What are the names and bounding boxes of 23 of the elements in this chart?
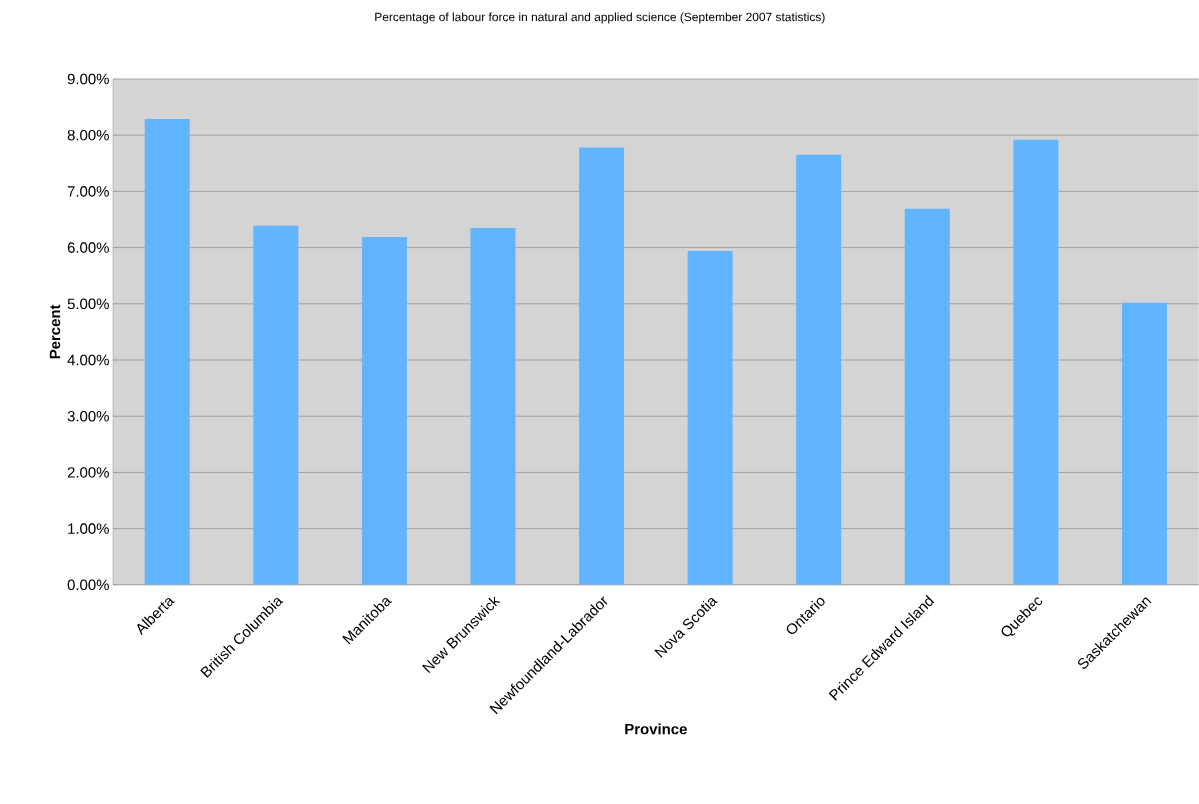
- bar: [253, 225, 299, 585]
- y-tick-label: 5.00%: [67, 298, 109, 310]
- bar: [361, 237, 407, 585]
- bar: [144, 118, 190, 585]
- bar: [796, 154, 842, 585]
- y-tick-label: 7.00%: [67, 186, 109, 197]
- x-axis-title: Province: [625, 723, 687, 735]
- bar: [1013, 139, 1059, 585]
- y-tick-label: 6.00%: [67, 242, 109, 253]
- chart-title: Percentage of labour force in natural and applied science (September 2007 statistics): [375, 12, 825, 24]
- y-tick-label: 3.00%: [67, 411, 109, 422]
- y-tick-label: 1.00%: [68, 523, 109, 535]
- bar: [687, 251, 733, 585]
- bar: [470, 228, 516, 585]
- y-tick-label: 9.00%: [67, 73, 109, 85]
- y-tick-label: 0.00%: [67, 579, 109, 591]
- y-axis-title: Percent: [49, 304, 61, 359]
- bar: [904, 208, 950, 585]
- y-tick-label: 4.00%: [67, 354, 109, 366]
- y-tick-label: 2.00%: [67, 467, 109, 478]
- bar: [1121, 302, 1167, 585]
- y-tick-label: 8.00%: [67, 130, 109, 141]
- bar: [579, 147, 625, 585]
